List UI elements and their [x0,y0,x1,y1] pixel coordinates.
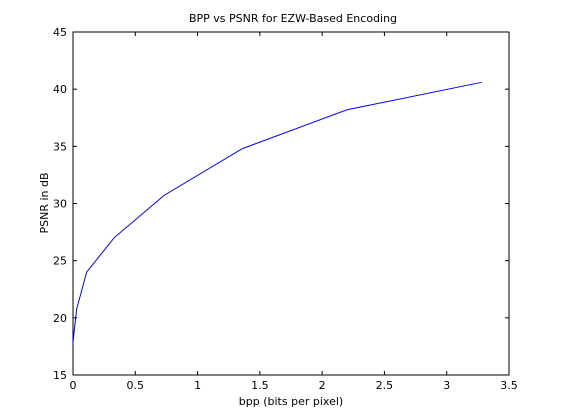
y-tick-label: 20 [53,312,67,325]
y-tick-label: 35 [53,140,67,153]
y-tick-label: 45 [53,26,67,39]
chart-title: BPP vs PSNR for EZW-Based Encoding [189,12,397,25]
x-axis-ticks: 0 0.5 1 1.5 2 2.5 3 3.5 [70,32,518,392]
series-layer [72,81,482,344]
x-tick-label: 3.5 [500,379,518,392]
y-tick-label: 25 [53,255,67,268]
y-axis-ticks: 15 20 25 30 35 40 45 [53,26,509,382]
x-tick-label: 0.5 [127,379,145,392]
x-tick-label: 2.5 [376,379,394,392]
y-tick-label: 15 [53,369,67,382]
y-tick-label: 40 [53,83,67,96]
y-axis-label: PSNR in dB [38,172,51,233]
x-tick-label: 2 [319,379,326,392]
x-tick-label: 3 [443,379,450,392]
x-tick-label: 1 [194,379,201,392]
x-tick-label: 1.5 [251,379,269,392]
series-line-0 [72,81,482,344]
plot-area [72,31,510,376]
x-tick-label: 0 [70,379,77,392]
y-tick-label: 30 [53,198,67,211]
x-axis-label: bpp (bits per pixel) [239,395,343,408]
